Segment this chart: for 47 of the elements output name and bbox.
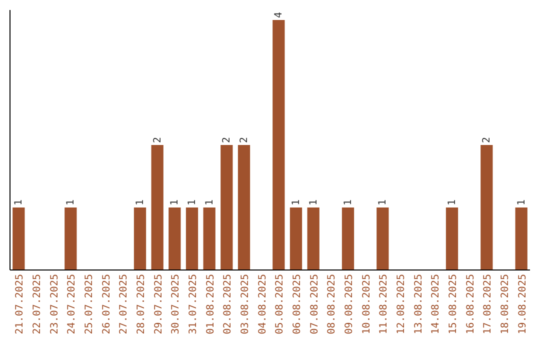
data-label: 1 (447, 199, 458, 206)
x-tick-label: 30.07.2025 (170, 274, 182, 334)
x-tick-label: 21.07.2025 (14, 274, 26, 334)
data-label: 1 (170, 199, 181, 206)
data-label: 1 (204, 199, 216, 206)
x-tick-label: 18.08.2025 (500, 274, 511, 334)
data-label: 4 (274, 12, 285, 18)
x-tick-label: 16.08.2025 (465, 274, 476, 334)
x-tick-label: 11.08.2025 (378, 274, 390, 334)
x-tick-label: 15.08.2025 (448, 274, 459, 334)
data-label: 1 (516, 199, 528, 206)
x-tick-label: 04.08.2025 (257, 274, 268, 334)
x-tick-label: 25.07.2025 (84, 274, 95, 334)
data-label: 1 (308, 199, 320, 206)
x-tick-label: 10.08.2025 (361, 274, 372, 334)
data-label: 1 (135, 199, 146, 206)
x-tick-label: 19.08.2025 (517, 274, 528, 334)
x-tick-label: 22.07.2025 (32, 274, 43, 334)
data-label: 2 (152, 136, 164, 143)
data-label: 1 (343, 199, 354, 206)
data-label: 1 (378, 199, 389, 206)
x-tick-label: 29.07.2025 (153, 274, 164, 334)
data-label: 1 (66, 199, 77, 206)
x-tick-label: 03.08.2025 (240, 274, 251, 334)
x-tick-label: 17.08.2025 (482, 274, 494, 334)
x-tick-label: 14.08.2025 (430, 274, 442, 334)
x-tick-label: 05.08.2025 (274, 274, 286, 334)
x-tick-label: 06.08.2025 (292, 274, 303, 334)
x-tick-label: 27.07.2025 (118, 274, 130, 334)
data-label: 2 (239, 136, 250, 143)
x-tick-label: 09.08.2025 (344, 274, 355, 334)
data-label: 1 (291, 199, 302, 206)
x-tick-label: 02.08.2025 (222, 274, 234, 334)
data-label: 2 (222, 136, 233, 143)
data-label: 1 (14, 199, 25, 206)
x-tick-label: 12.08.2025 (396, 274, 407, 334)
x-tick-label: 28.07.2025 (136, 274, 147, 334)
x-tick-label: 31.07.2025 (188, 274, 199, 334)
data-label: 2 (482, 136, 493, 143)
x-tick-label: 08.08.2025 (326, 274, 338, 334)
x-tick-label: 13.08.2025 (413, 274, 424, 334)
data-label: 1 (187, 199, 198, 206)
x-tick-label: 07.08.2025 (309, 274, 320, 334)
x-tick-label: 26.07.2025 (101, 274, 112, 334)
x-tick-label: 24.07.2025 (66, 274, 78, 334)
x-tick-label: 23.07.2025 (49, 274, 60, 334)
x-tick-label: 01.08.2025 (205, 274, 216, 334)
